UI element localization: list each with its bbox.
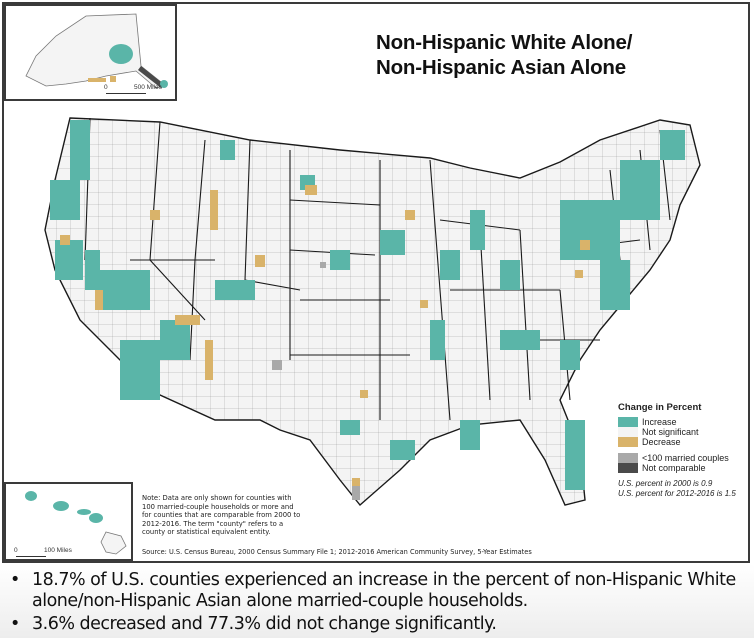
bullet-marker: • [10,614,20,634]
bullet-marker: • [10,570,20,590]
hawaii-inset: 0 100 Miles [4,482,133,561]
scale-zero: 0 [14,547,18,554]
legend-label: Decrease [642,437,681,447]
legend-item-decrease: Decrease [618,437,736,447]
scale-zero: 0 [104,84,108,91]
bullet-2: • 3.6% decreased and 77.3% did not chang… [10,614,497,635]
us-percent-2012: U.S. percent for 2012-2016 is 1.5 [618,489,736,498]
legend-us-percent: U.S. percent in 2000 is 0.9 U.S. percent… [618,479,736,499]
legend-label: Increase [642,417,677,427]
legend-title: Change in Percent [618,402,702,413]
title-line-2: Non-Hispanic Asian Alone [376,56,626,79]
title-line-1: Non-Hispanic White Alone/ [376,31,633,54]
scale-label: 100 Miles [44,547,72,554]
data-note: Note: Data are only shown for counties w… [142,494,301,537]
bullet-text: 18.7% of U.S. counties experienced an in… [32,570,736,611]
legend: Change in Percent Increase Not significa… [618,402,736,499]
swatch-increase [618,417,638,427]
conus-outline [44,117,701,507]
bullet-1: • 18.7% of U.S. counties experienced an … [10,570,754,612]
legend-label: <100 married couples [642,453,729,463]
hawaii-scale: 0 100 Miles [14,547,72,557]
bullet-area: • 18.7% of U.S. counties experienced an … [0,564,754,638]
swatch-small [618,453,638,463]
legend-label: Not comparable [642,463,706,473]
map-title: Non-Hispanic White Alone/ Non-Hispanic A… [376,30,632,80]
alaska-inset: 0 500 Miles [4,4,177,101]
legend-item-small: <100 married couples [618,453,736,463]
legend-item-not-comparable: Not comparable [618,463,736,473]
swatch-not-comparable [618,463,638,473]
swatch-decrease [618,437,638,447]
source-line: Source: U.S. Census Bureau, 2000 Census … [142,548,532,556]
swatch-not-significant [618,427,638,437]
legend-item-not-significant: Not significant [618,427,736,437]
us-county-map [44,117,701,507]
legend-label: Not significant [642,427,699,437]
us-percent-2000: U.S. percent in 2000 is 0.9 [618,479,713,488]
hawaii-map [25,491,127,555]
scale-label: 500 Miles [134,84,162,91]
alaska-scale: 0 500 Miles [104,84,162,94]
bullet-text: 3.6% decreased and 77.3% did not change … [32,614,497,634]
legend-item-increase: Increase [618,417,736,427]
alaska-map [25,13,168,89]
